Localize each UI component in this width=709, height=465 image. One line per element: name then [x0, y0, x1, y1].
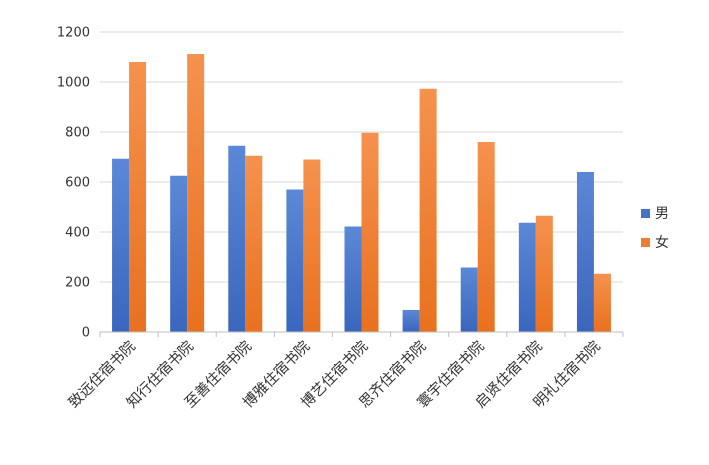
- bar-male: [228, 145, 246, 332]
- bar-female: [535, 215, 553, 332]
- bar-female: [303, 159, 321, 332]
- y-tick-label: 1000: [57, 76, 90, 91]
- bar-female: [245, 155, 263, 332]
- bar-male: [518, 222, 536, 332]
- bar-female: [129, 62, 147, 332]
- bar-female: [187, 54, 205, 332]
- x-axis-category-labels: 致远住宿书院知行住宿书院至善住宿书院博雅住宿书院博艺住宿书院思齐住宿书院寰宇住宿…: [65, 337, 604, 412]
- legend-label-female: 女: [655, 234, 669, 251]
- y-tick-label: 1200: [57, 26, 90, 41]
- bar-female: [361, 132, 379, 332]
- bar-female: [419, 88, 437, 332]
- legend-label-male: 男: [655, 206, 669, 222]
- bar-female: [477, 142, 495, 332]
- bar-male: [576, 172, 594, 332]
- y-axis-tick-labels: 0 200 400 600 800 1000 1200: [57, 26, 90, 341]
- legend-swatch-male: [641, 209, 650, 218]
- legend: 男女: [641, 206, 669, 251]
- bar-male: [286, 189, 304, 332]
- y-tick-label: 800: [65, 126, 90, 141]
- bar-female: [593, 273, 611, 332]
- bar-male: [402, 310, 420, 332]
- axes: [99, 331, 624, 337]
- y-tick-label: 200: [65, 276, 90, 291]
- y-tick-label: 400: [65, 226, 90, 241]
- bar-male: [112, 158, 130, 332]
- y-tick-label: 0: [82, 326, 90, 341]
- y-tick-label: 600: [65, 176, 90, 191]
- bars: [112, 54, 611, 332]
- bar-male: [460, 267, 478, 332]
- bar-male: [170, 175, 188, 332]
- legend-swatch-female: [641, 238, 650, 247]
- bar-male: [344, 226, 362, 332]
